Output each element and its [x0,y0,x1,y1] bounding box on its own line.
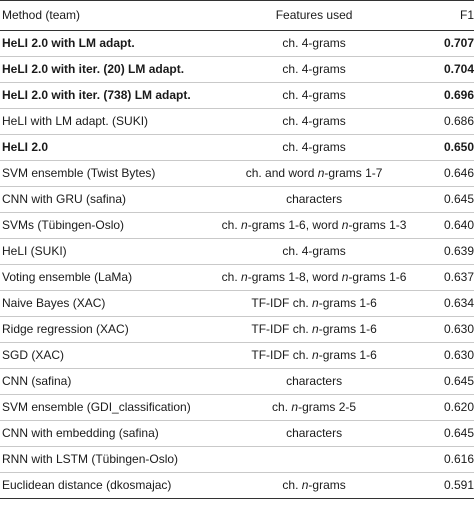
f1-cell: 0.645 [420,368,474,395]
features-cell: ch. 4-grams [207,108,421,135]
table-row: SVM ensemble (GDI_classification) ch. n-g… [0,394,474,421]
f1-cell: 0.591 [420,472,474,499]
results-table: Method (team) Features used F1 HeLI 2.0 … [0,0,474,499]
method-cell: CNN (safina) [0,368,208,395]
method-cell: HeLI (SUKI) [0,238,208,265]
method-cell: HeLI 2.0 with iter. (20) LM adapt. [0,56,208,83]
features-cell: ch. n-grams 1-6, word n-grams 1-3 [207,212,421,239]
method-cell: Naive Bayes (XAC) [0,290,208,317]
table-row: Ridge regression (XAC) TF-IDF ch. n-grams… [0,316,474,343]
table-row: HeLI with LM adapt. (SUKI) ch. 4-grams 0.6… [0,108,474,135]
f1-cell: 0.620 [420,394,474,421]
method-cell: HeLI 2.0 [0,134,208,161]
features-cell: ch. n-grams 1-8, word n-grams 1-6 [207,264,421,291]
f1-cell: 0.630 [420,342,474,369]
method-cell: Ridge regression (XAC) [0,316,208,343]
table-row: HeLI 2.0 with iter. (738) LM adapt. ch. 4… [0,82,474,109]
features-cell: ch. and word n-grams 1-7 [207,160,421,187]
f1-cell: 0.616 [420,446,474,473]
features-cell: ch. n-grams 2-5 [207,394,421,421]
table-row: CNN with embedding (safina) characters 0.6… [0,420,474,447]
table-row: CNN with GRU (safina) characters 0.645 [0,186,474,213]
f1-cell: 0.645 [420,186,474,213]
method-cell: HeLI with LM adapt. (SUKI) [0,108,208,135]
features-cell: TF-IDF ch. n-grams 1-6 [207,342,421,369]
header-features: Features used [207,0,421,31]
features-cell: ch. 4-grams [207,238,421,265]
features-cell: TF-IDF ch. n-grams 1-6 [207,316,421,343]
table-row: HeLI 2.0 with iter. (20) LM adapt. ch. 4-… [0,56,474,83]
features-cell: ch. n-grams [207,472,421,499]
f1-cell: 0.645 [420,420,474,447]
features-cell: ch. 4-grams [207,134,421,161]
features-cell: characters [207,420,421,447]
features-cell: ch. 4-grams [207,56,421,83]
method-cell: SVM ensemble (Twist Bytes) [0,160,208,187]
table-row: RNN with LSTM (Tübingen-Oslo) 0.616 [0,446,474,473]
method-cell: Voting ensemble (LaMa) [0,264,208,291]
features-cell: ch. 4-grams [207,30,421,57]
f1-cell: 0.646 [420,160,474,187]
f1-cell: 0.650 [420,134,474,161]
table-row: Voting ensemble (LaMa) ch. n-grams 1-8, w… [0,264,474,291]
table-row: Naive Bayes (XAC) TF-IDF ch. n-grams 1-6 0… [0,290,474,317]
f1-cell: 0.707 [420,30,474,57]
f1-cell: 0.639 [420,238,474,265]
header-method: Method (team) [0,0,208,31]
method-cell: CNN with embedding (safina) [0,420,208,447]
table-row: CNN (safina) characters 0.645 [0,368,474,395]
features-cell [207,446,421,473]
method-cell: RNN with LSTM (Tübingen-Oslo) [0,446,208,473]
f1-cell: 0.704 [420,56,474,83]
table-row: Euclidean distance (dkosmajac) ch. n-gram… [0,472,474,499]
header-row: Method (team) Features used F1 [0,0,474,31]
features-cell: TF-IDF ch. n-grams 1-6 [207,290,421,317]
method-cell: Euclidean distance (dkosmajac) [0,472,208,499]
method-cell: HeLI 2.0 with iter. (738) LM adapt. [0,82,208,109]
header-f1: F1 [420,0,474,31]
table-row: HeLI 2.0 ch. 4-grams 0.650 [0,134,474,161]
table-row: SVMs (Tübingen-Oslo) ch. n-grams 1-6, wor… [0,212,474,239]
features-cell: characters [207,368,421,395]
method-cell: SVM ensemble (GDI_classification) [0,394,208,421]
table-row: HeLI 2.0 with LM adapt. ch. 4-grams 0.707 [0,30,474,57]
method-cell: HeLI 2.0 with LM adapt. [0,30,208,57]
f1-cell: 0.686 [420,108,474,135]
f1-cell: 0.637 [420,264,474,291]
f1-cell: 0.634 [420,290,474,317]
features-cell: ch. 4-grams [207,82,421,109]
features-cell: characters [207,186,421,213]
f1-cell: 0.630 [420,316,474,343]
table-row: SVM ensemble (Twist Bytes) ch. and word n… [0,160,474,187]
table-row: HeLI (SUKI) ch. 4-grams 0.639 [0,238,474,265]
method-cell: SGD (XAC) [0,342,208,369]
f1-cell: 0.696 [420,82,474,109]
method-cell: SVMs (Tübingen-Oslo) [0,212,208,239]
table-row: SGD (XAC) TF-IDF ch. n-grams 1-6 0.630 [0,342,474,369]
f1-cell: 0.640 [420,212,474,239]
method-cell: CNN with GRU (safina) [0,186,208,213]
table-body: HeLI 2.0 with LM adapt. ch. 4-grams 0.707 H… [0,30,474,499]
